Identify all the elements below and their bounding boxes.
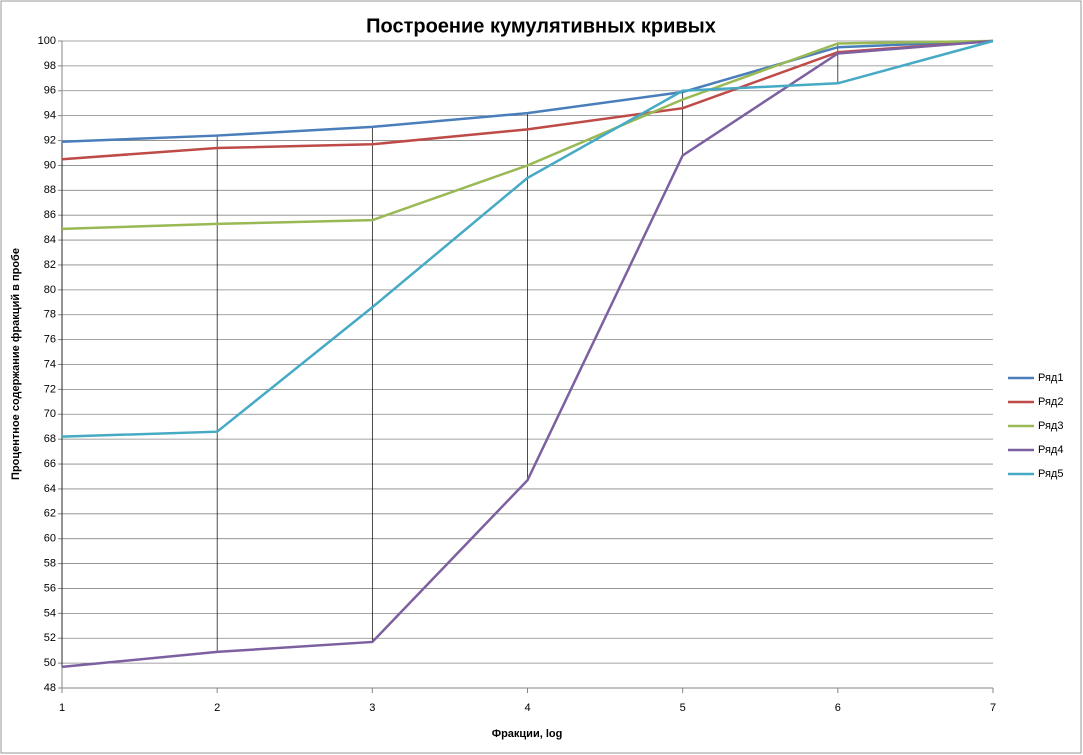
y-tick-label: 62 — [44, 508, 56, 520]
series-line — [61, 39, 994, 231]
y-tick-label: 72 — [44, 383, 56, 395]
y-tick-label: 76 — [44, 334, 56, 346]
y-tick-label: 82 — [44, 259, 56, 271]
x-tick-label: 2 — [214, 702, 220, 714]
legend-label: Ряд5 — [1038, 468, 1063, 480]
chart-title: Построение кумулятивных кривых — [366, 15, 716, 37]
y-tick-label: 56 — [44, 582, 56, 594]
y-tick-label: 54 — [44, 607, 56, 619]
y-tick-label: 66 — [44, 458, 56, 470]
y-tick-label: 92 — [44, 134, 56, 146]
x-tick-label: 3 — [369, 702, 375, 714]
y-tick-label: 50 — [44, 657, 56, 669]
x-tick-label: 7 — [990, 702, 996, 714]
x-tick-label: 5 — [680, 702, 686, 714]
x-tick-label: 6 — [835, 702, 841, 714]
x-tick-label: 4 — [524, 702, 530, 714]
y-tick-label: 100 — [38, 35, 56, 47]
y-tick-label: 86 — [44, 209, 56, 221]
x-axis-title: Фракции, log — [492, 728, 563, 740]
legend-label: Ряд2 — [1038, 396, 1063, 408]
series-line — [61, 39, 994, 669]
y-tick-label: 98 — [44, 60, 56, 72]
y-tick-label: 74 — [44, 358, 56, 370]
y-tick-label: 52 — [44, 632, 56, 644]
y-tick-label: 68 — [44, 433, 56, 445]
y-tick-label: 58 — [44, 557, 56, 569]
y-tick-label: 64 — [44, 483, 56, 495]
y-axis-title: Процентное содержание фракций в пробе — [10, 248, 22, 480]
y-tick-label: 90 — [44, 159, 56, 171]
y-tick-label: 48 — [44, 682, 56, 694]
y-tick-label: 78 — [44, 309, 56, 321]
y-tick-label: 94 — [44, 110, 56, 122]
y-tick-label: 80 — [44, 284, 56, 296]
y-tick-label: 70 — [44, 408, 56, 420]
y-tick-label: 96 — [44, 85, 56, 97]
legend-label: Ряд3 — [1038, 420, 1063, 432]
series-line — [61, 39, 994, 144]
y-tick-label: 60 — [44, 533, 56, 545]
x-tick-label: 1 — [59, 702, 65, 714]
series-line — [61, 39, 994, 438]
legend-label: Ряд1 — [1038, 372, 1063, 384]
y-tick-label: 84 — [44, 234, 56, 246]
legend-label: Ряд4 — [1038, 444, 1063, 456]
y-tick-label: 88 — [44, 184, 56, 196]
